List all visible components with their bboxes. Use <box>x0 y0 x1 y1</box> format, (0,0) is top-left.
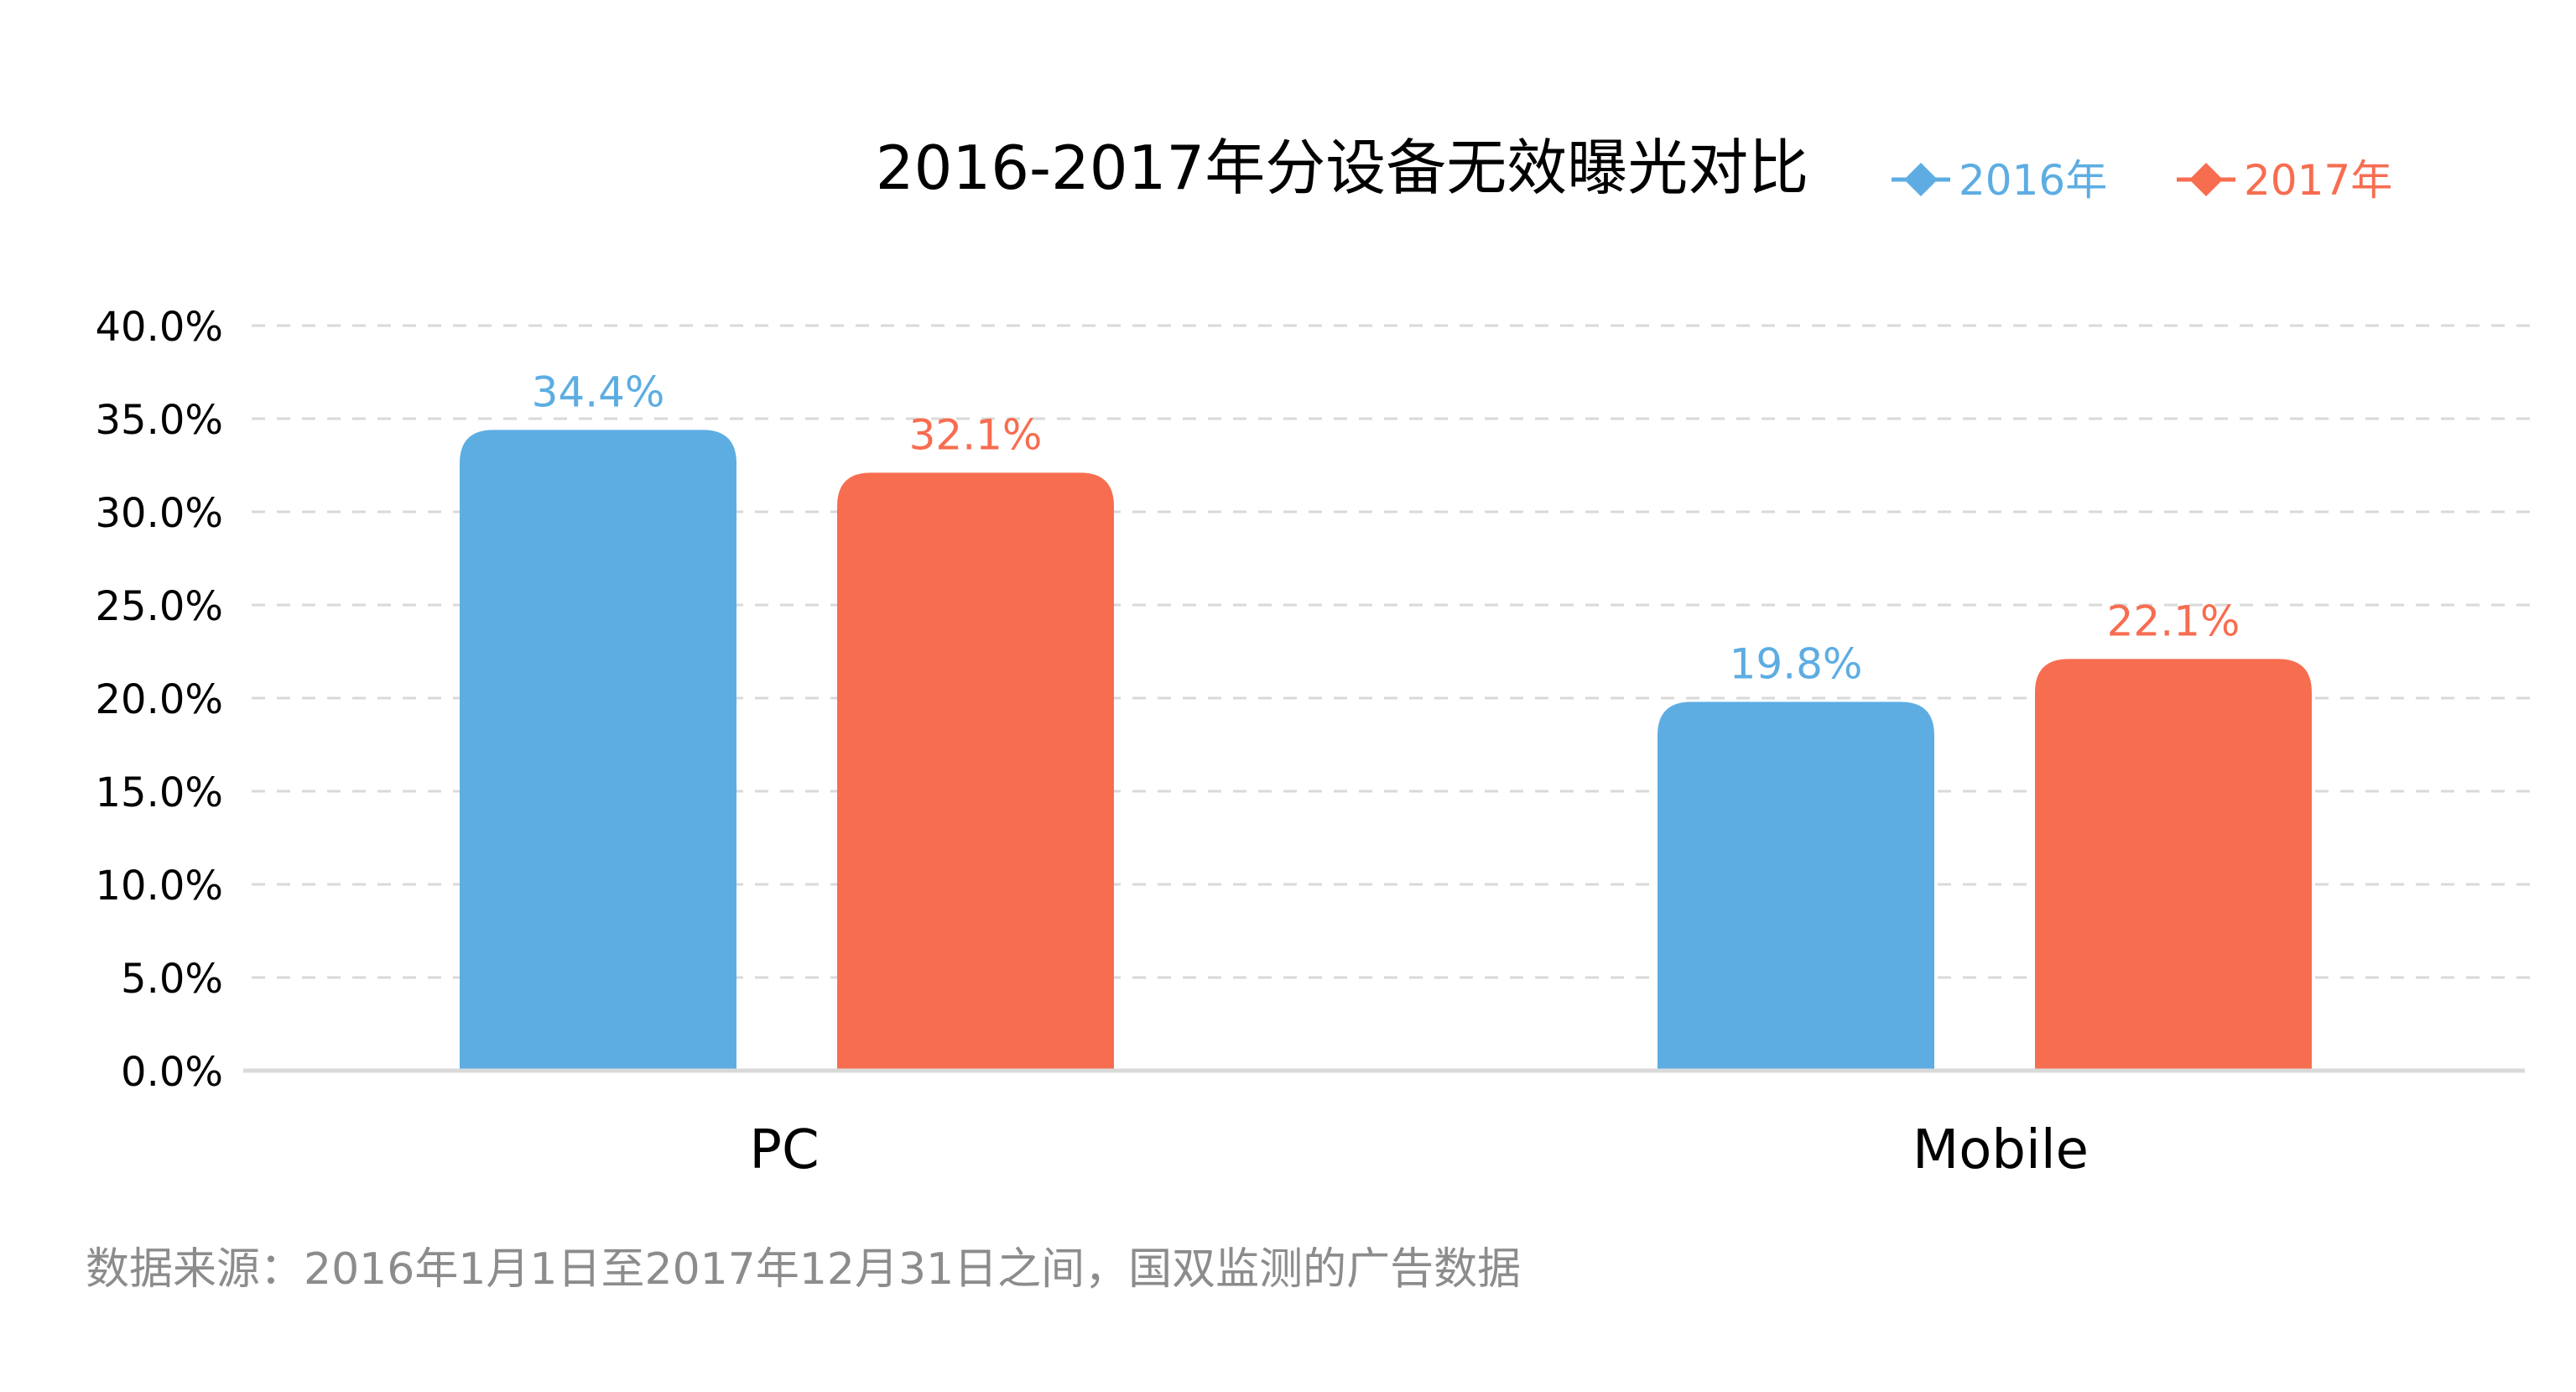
axes: 0.0% 5.0% 10.0% 15.0% 20.0% 25.0% 30.0% 35.0% 40… <box>96 304 2525 1181</box>
y-tick-label: 25.0% <box>96 583 223 630</box>
bar-series2-pc <box>837 472 1114 1071</box>
legend-label: 2017年 <box>2244 156 2392 205</box>
y-tick-label: 20.0% <box>96 676 223 723</box>
bar-series1-mobile <box>1657 701 1934 1071</box>
legend: 2016年 2017年 <box>1892 156 2392 205</box>
x-category-label: PC <box>749 1119 819 1181</box>
source-footnote: 数据来源：2016年1月1日至2017年12月31日之间，国双监测的广告数据 <box>86 1244 1521 1295</box>
bar-value-label: 19.8% <box>1730 639 1863 688</box>
bars <box>460 430 2312 1071</box>
bar-value-label: 34.4% <box>532 368 665 416</box>
y-tick-label: 10.0% <box>96 863 223 910</box>
y-tick-label: 40.0% <box>96 304 223 351</box>
bar-series2-mobile <box>2035 659 2312 1071</box>
y-tick-label: 5.0% <box>121 956 223 1003</box>
chart-title: 2016-2017年分设备无效曝光对比 <box>876 133 1808 203</box>
y-tick-label: 0.0% <box>121 1049 223 1096</box>
x-category-label: Mobile <box>1912 1119 2089 1181</box>
legend-item: 2017年 <box>2177 156 2392 205</box>
legend-diamond-icon <box>1904 163 1938 196</box>
data-labels: 34.4% 19.8% 32.1% 22.1% <box>532 368 2240 688</box>
y-tick-label: 15.0% <box>96 769 223 816</box>
y-tick-label: 30.0% <box>96 490 223 537</box>
legend-item: 2016年 <box>1892 156 2107 205</box>
bar-value-label: 32.1% <box>909 410 1043 459</box>
legend-label: 2016年 <box>1959 156 2107 205</box>
legend-diamond-icon <box>2189 163 2223 196</box>
bar-series1-pc <box>460 430 736 1071</box>
bar-value-label: 22.1% <box>2107 597 2240 645</box>
y-tick-label: 35.0% <box>96 397 223 444</box>
